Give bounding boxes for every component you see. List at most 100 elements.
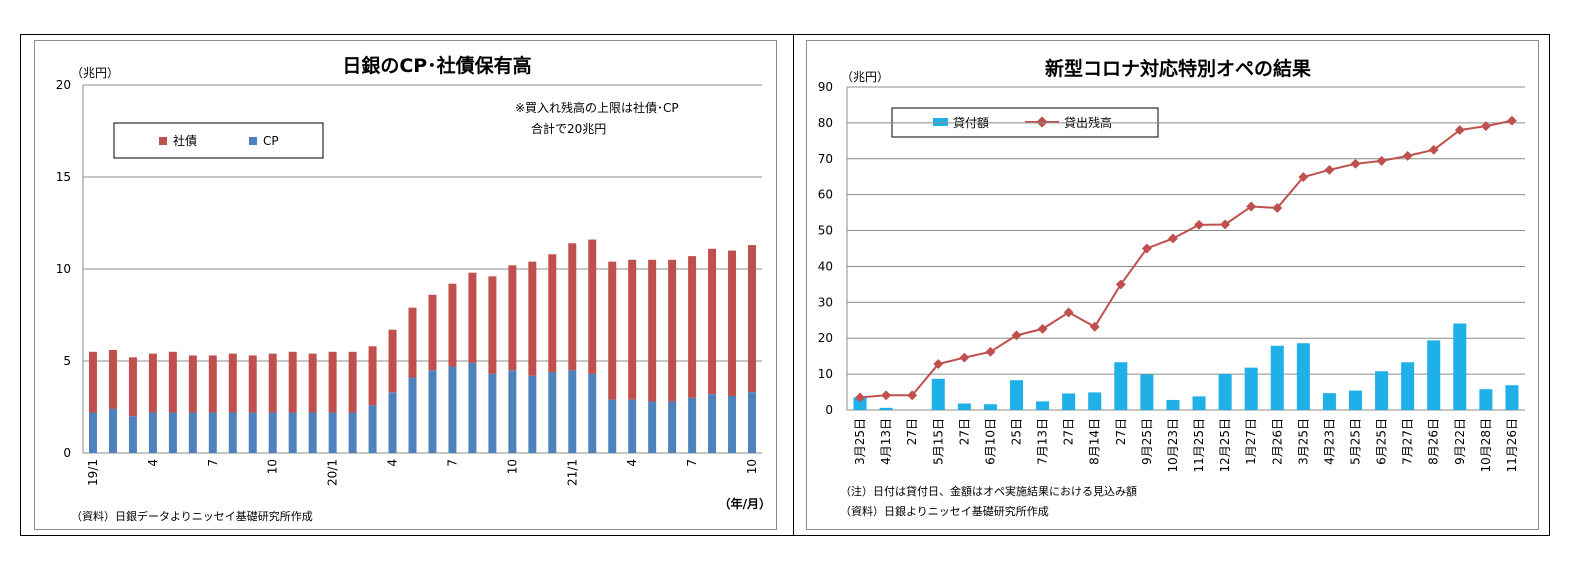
x-tick-label: 10	[266, 459, 280, 474]
bar-corp-bond	[588, 239, 597, 374]
bar-cp	[568, 370, 577, 453]
y-tick-label: 80	[818, 116, 833, 130]
y-tick-label: 0	[825, 403, 833, 417]
marker-balance	[1220, 219, 1231, 230]
marker-balance	[1480, 121, 1491, 132]
chart-title: 日銀のCP･社債保有高	[342, 54, 531, 77]
x-tick-label: 27日	[957, 418, 971, 445]
bar-corp-bond	[88, 351, 97, 413]
marker-balance	[1324, 164, 1335, 175]
x-tick-label: 7月27日	[1401, 418, 1415, 465]
bar-corp-bond	[268, 353, 277, 413]
x-tick-label: 6月10日	[983, 418, 997, 465]
bar-corp-bond	[668, 259, 677, 402]
x-tick-label: 2月26日	[1270, 418, 1284, 465]
bar-cp	[228, 412, 237, 453]
x-tick-label: 7	[445, 459, 459, 467]
bar-loan-amount	[1453, 323, 1467, 410]
marker-balance	[1037, 323, 1048, 334]
note-definition: （注）日付は貸付日、金額はオペ実施結果における見込み額	[840, 484, 1137, 498]
bar-cp	[328, 412, 337, 453]
bar-cp	[448, 366, 457, 453]
y-tick-label: 0	[63, 446, 71, 460]
bar-corp-bond	[628, 259, 637, 400]
y-tick-label: 5	[63, 354, 71, 368]
bar-loan-amount	[1401, 362, 1415, 410]
bar-corp-bond	[188, 355, 197, 413]
x-tick-label: 10月23日	[1166, 418, 1180, 473]
bar-loan-amount	[1166, 399, 1180, 410]
x-tick-label: 27日	[1062, 418, 1076, 445]
bar-cp	[368, 405, 377, 453]
marker-balance	[1402, 150, 1413, 161]
bar-cp	[128, 416, 137, 453]
bar-corp-bond	[368, 346, 377, 406]
y-tick-label: 15	[56, 170, 71, 184]
bar-corp-bond	[528, 261, 537, 376]
bar-corp-bond	[288, 351, 297, 413]
bar-corp-bond	[388, 329, 397, 393]
x-tick-label: 5月15日	[931, 418, 945, 465]
x-tick-label: 9月22日	[1453, 418, 1467, 465]
bar-loan-amount	[1114, 362, 1128, 410]
x-tick-label: 5月25日	[1349, 418, 1363, 465]
marker-balance	[1141, 243, 1152, 254]
x-tick-label: 6月25日	[1375, 418, 1389, 465]
bar-cp	[248, 412, 257, 453]
bar-corp-bond	[688, 256, 697, 398]
chart-title: 新型コロナ対応特別オペの結果	[1045, 57, 1311, 80]
y-tick-label: 90	[818, 80, 833, 94]
y-tick-label: 20	[56, 78, 71, 92]
bar-loan-amount	[879, 407, 893, 410]
chart-panel-boj-holdings: 日銀のCP･社債保有高 （兆円） ※買入れ残高の上限は社債･CP 合計で20兆円…	[34, 40, 777, 530]
bar-corp-bond	[428, 294, 437, 371]
bar-cp	[608, 399, 617, 453]
figure-frame	[20, 34, 1550, 536]
x-tick-label: 4	[386, 459, 400, 467]
legend-marker-balance	[1036, 116, 1048, 128]
bar-corp-bond	[648, 259, 657, 402]
x-tick-label: 3月25日	[1296, 418, 1310, 465]
marker-balance	[855, 392, 865, 403]
legend-label-cp: CP	[263, 134, 279, 148]
x-tick-label: 8月26日	[1427, 418, 1441, 465]
marker-balance	[985, 346, 996, 357]
legend-swatch-cp	[249, 137, 257, 145]
bar-cp	[308, 412, 317, 453]
source-note: （資料）日銀データよりニッセイ基礎研究所作成	[71, 509, 313, 523]
bar-cp	[668, 401, 677, 453]
bar-loan-amount	[1322, 393, 1336, 410]
bar-cp	[708, 394, 717, 453]
bar-cp	[508, 370, 517, 453]
marker-balance	[1063, 307, 1074, 318]
bar-corp-bond	[408, 307, 417, 378]
x-tick-label: 27日	[1114, 418, 1128, 445]
x-tick-label: 4月13日	[879, 418, 893, 465]
x-tick-label: 4	[146, 459, 160, 467]
x-tick-label: 21/1	[565, 459, 579, 486]
bar-cp	[408, 377, 417, 453]
y-axis-unit: （兆円）	[841, 70, 889, 84]
marker-balance	[1011, 330, 1022, 341]
x-tick-label: 11月25日	[1192, 418, 1206, 473]
bar-cp	[208, 412, 217, 453]
bars	[853, 323, 1519, 410]
bar-loan-amount	[1244, 367, 1258, 410]
x-tick-label: 4月23日	[1322, 418, 1336, 465]
bar-corp-bond	[708, 248, 717, 395]
bar-corp-bond	[128, 357, 137, 417]
bar-cp	[108, 408, 117, 453]
y-tick-label: 50	[818, 224, 833, 238]
x-tick-label: 7	[685, 459, 699, 467]
x-tick-label: 10	[745, 459, 759, 474]
bar-loan-amount	[1479, 389, 1493, 410]
bar-loan-amount	[1348, 390, 1363, 410]
legend-box	[113, 122, 324, 159]
bar-loan-amount	[1270, 345, 1284, 410]
bar-corp-bond	[568, 243, 577, 371]
marker-balance	[1194, 219, 1204, 230]
x-tick-label: 20/1	[326, 459, 340, 486]
legend-swatch-loan-amount	[933, 118, 948, 126]
bar-corp-bond	[308, 353, 317, 413]
bar-loan-amount	[853, 397, 867, 410]
